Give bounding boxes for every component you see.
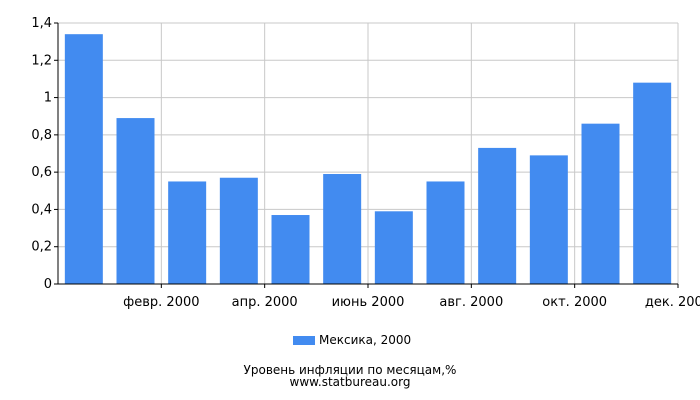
bar — [478, 147, 517, 284]
y-tick-label: 0,4 — [31, 202, 52, 217]
bars — [64, 34, 672, 285]
bar — [271, 215, 310, 284]
x-tick-label: февр. 2000 — [123, 295, 199, 310]
source-url: www.statbureau.org — [289, 375, 411, 389]
legend: Мексика, 2000 — [293, 333, 411, 347]
grid-lines — [58, 22, 679, 284]
y-axis-ticks: 0 0,2 0,4 0,6 0,8 1 1,2 1,4 — [31, 16, 58, 292]
bar — [633, 82, 672, 285]
y-tick-label: 0,8 — [31, 128, 52, 143]
y-tick-label: 0 — [44, 277, 52, 292]
y-tick-label: 0,6 — [31, 165, 52, 180]
bar — [219, 177, 258, 284]
y-tick-label: 1,4 — [31, 16, 52, 31]
bar — [116, 118, 155, 284]
bar — [168, 181, 207, 284]
y-tick-label: 0,2 — [31, 240, 52, 255]
bar — [581, 123, 620, 285]
y-tick-label: 1,2 — [31, 53, 52, 68]
bar — [529, 155, 568, 284]
bar — [64, 34, 103, 284]
bar — [323, 174, 362, 284]
x-axis-ticks: февр. 2000 апр. 2000 июнь 2000 авг. 2000 окт… — [123, 284, 700, 310]
y-tick-label: 1 — [44, 91, 52, 106]
x-tick-label: окт. 2000 — [542, 295, 607, 310]
legend-swatch — [293, 335, 315, 345]
chart-title: Уровень инфляции по месяцам,% — [243, 363, 457, 377]
bar — [426, 181, 465, 284]
x-tick-label: авг. 2000 — [439, 295, 503, 310]
x-tick-label: дек. 2000 — [645, 295, 700, 310]
x-tick-label: апр. 2000 — [232, 295, 298, 310]
x-tick-label: июнь 2000 — [332, 295, 405, 310]
bar — [374, 211, 413, 284]
legend-label: Мексика, 2000 — [319, 333, 412, 347]
